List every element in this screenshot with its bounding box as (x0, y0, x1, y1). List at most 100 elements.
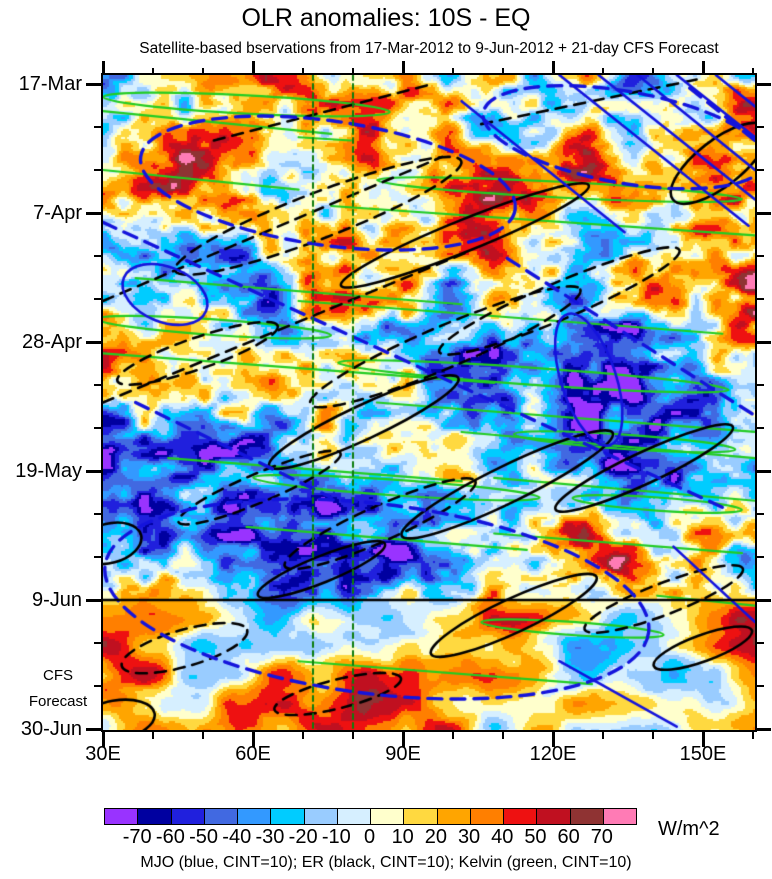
axis-tick-mark (652, 730, 654, 739)
colorbar-tick-label: -60 (155, 826, 185, 848)
colorbar-tick-label: 70 (590, 826, 613, 848)
axis-tick-mark (94, 513, 103, 515)
axis-tick-mark (755, 169, 764, 171)
colorbar-tick-label: 40 (491, 826, 514, 848)
colorbar-cell (371, 809, 405, 824)
cfs-label-line2: Forecast (28, 693, 88, 711)
colorbar-cell (105, 809, 139, 824)
x-tick-label: 30E (85, 743, 121, 765)
colorbar-tick-label: -30 (255, 826, 285, 848)
axis-tick-mark (152, 730, 154, 739)
colorbar-cell (204, 809, 238, 824)
axis-tick-mark (152, 68, 154, 75)
colorbar-cell (537, 809, 571, 824)
axis-tick-mark (94, 126, 103, 128)
axis-tick-mark (94, 556, 103, 558)
axis-tick-mark (94, 427, 103, 429)
x-tick-label: 90E (385, 743, 421, 765)
axis-tick-mark (551, 730, 555, 747)
y-tick-label: 7-Apr (33, 202, 82, 224)
axis-tick-mark (94, 298, 103, 300)
colorbar-cell (171, 809, 205, 824)
plot-area (101, 73, 757, 732)
axis-tick-mark (602, 68, 604, 75)
axis-tick-mark (101, 61, 105, 75)
axis-tick-mark (755, 126, 764, 128)
colorbar-cell (570, 809, 604, 824)
axis-tick-mark (755, 340, 771, 344)
axis-tick-mark (86, 211, 103, 215)
axis-tick-mark (755, 598, 771, 602)
y-tick-label: 28-Apr (21, 331, 82, 353)
axis-tick-mark (302, 730, 304, 739)
colorbar-cell (138, 809, 172, 824)
axis-tick-mark (502, 68, 504, 75)
axis-tick-mark (452, 68, 454, 75)
axis-tick-mark (452, 730, 454, 739)
colorbar-cell (603, 809, 636, 824)
cfs-label-line1: CFS (43, 667, 73, 684)
cfs-forecast-label: CFS Forecast (8, 663, 108, 716)
hovmoller-canvas (103, 75, 755, 730)
colorbar-tick-label: 0 (363, 826, 376, 848)
axis-tick-mark (86, 727, 103, 731)
axis-tick-mark (86, 469, 103, 473)
axis-tick-mark (755, 556, 764, 558)
axis-tick-mark (752, 68, 754, 75)
axis-tick-mark (101, 730, 105, 747)
chart-title: OLR anomalies: 10S - EQ (241, 4, 531, 32)
axis-tick-mark (752, 730, 754, 739)
axis-tick-mark (86, 598, 103, 602)
colorbar-tick-label: -70 (122, 826, 152, 848)
axis-tick-mark (94, 685, 103, 687)
axis-tick-mark (755, 685, 764, 687)
colorbar (104, 808, 637, 825)
colorbar-cell (304, 809, 338, 824)
colorbar-cell (437, 809, 471, 824)
axis-tick-mark (701, 730, 705, 747)
colorbar-tick-label: 60 (557, 826, 580, 848)
y-tick-label: 17-Mar (18, 73, 82, 95)
axis-tick-mark (302, 68, 304, 75)
axis-tick-mark (755, 513, 764, 515)
y-tick-label: 9-Jun (31, 589, 82, 611)
chart-subtitle: Satellite-based bservations from 17-Mar-… (139, 40, 719, 57)
axis-tick-mark (755, 211, 771, 215)
axis-tick-mark (94, 642, 103, 644)
colorbar-tick-label: -20 (288, 826, 318, 848)
colorbar-cell (470, 809, 504, 824)
axis-tick-mark (352, 730, 354, 739)
axis-tick-mark (202, 68, 204, 75)
axis-tick-mark (401, 730, 405, 747)
axis-tick-mark (755, 642, 764, 644)
axis-tick-mark (755, 298, 764, 300)
colorbar-cell (337, 809, 371, 824)
axis-tick-mark (86, 340, 103, 344)
axis-tick-mark (652, 68, 654, 75)
colorbar-tick-label: -50 (189, 826, 219, 848)
axis-tick-mark (94, 384, 103, 386)
colorbar-tick-label: 50 (524, 826, 547, 848)
contour-legend: MJO (blue, CINT=10); ER (black, CINT=10)… (140, 854, 632, 871)
y-tick-label: 30-Jun (20, 718, 82, 740)
axis-tick-mark (86, 82, 103, 86)
colorbar-tick-label: -10 (321, 826, 351, 848)
x-tick-label: 120E (529, 743, 577, 765)
colorbar-cell (404, 809, 438, 824)
x-tick-label: 60E (235, 743, 271, 765)
axis-tick-mark (94, 255, 103, 257)
colorbar-tick-label: 20 (424, 826, 447, 848)
axis-tick-mark (755, 727, 771, 731)
colorbar-tick-label: 10 (391, 826, 414, 848)
axis-tick-mark (202, 730, 204, 739)
axis-tick-mark (502, 730, 504, 739)
axis-tick-mark (352, 68, 354, 75)
y-tick-label: 19-May (15, 460, 82, 482)
axis-tick-mark (755, 384, 764, 386)
axis-tick-mark (551, 61, 555, 75)
colorbar-cell (271, 809, 305, 824)
axis-tick-mark (755, 427, 764, 429)
colorbar-cell (504, 809, 538, 824)
x-tick-label: 150E (679, 743, 727, 765)
